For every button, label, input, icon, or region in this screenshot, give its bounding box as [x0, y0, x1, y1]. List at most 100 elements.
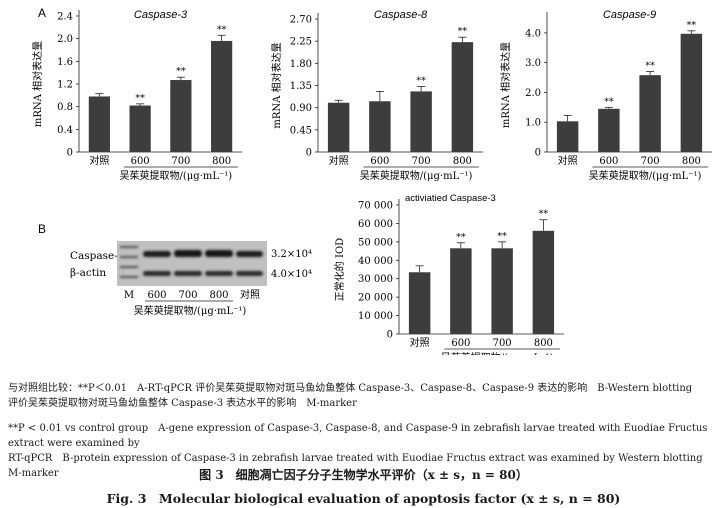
- panel-label-a: A: [38, 6, 46, 20]
- blot-membrane: [117, 241, 267, 286]
- caption-zh-line-1: 与对照组比较：**P＜0.01 A-RT-qPCR 评价吴茱萸提取物对斑马鱼幼鱼…: [8, 383, 693, 394]
- caption-zh-line-2: 评价吴茱萸提取物对斑马鱼幼鱼整体 Caspase-3 表达水平的影响 M-mar…: [8, 398, 357, 409]
- x-tick-label: 600: [131, 156, 150, 167]
- blot-band: [236, 271, 263, 276]
- figure-title-en: Fig. 3 Molecular biological evaluation o…: [106, 491, 621, 506]
- x-tick-label: 700: [171, 156, 190, 167]
- caspase-8-bar-chart: Caspase-8 0 0.45 0.90 1.35 1.80 2.25 2.70 mRNA 相…: [270, 9, 483, 182]
- blot-band: [174, 250, 202, 257]
- bar: [450, 248, 472, 334]
- y-tick-label: 0.4: [57, 125, 73, 136]
- bar: [598, 108, 620, 152]
- blot-band: [143, 271, 171, 276]
- bar: [491, 248, 513, 334]
- figure-canvas: A B Caspase-3 0 0.4 0.8 1.2 1.6 2.0 2.4 mRNA 相对表…: [31, 6, 712, 355]
- blot-band: [143, 251, 171, 257]
- x-tick-label: 800: [453, 156, 472, 167]
- caspase-3-bands: [143, 250, 263, 257]
- y-tick-label: 2.0: [525, 88, 541, 99]
- y-tick-label: 2.0: [57, 34, 73, 45]
- blot-size-beta-actin: 4.0×10⁴: [271, 269, 312, 280]
- caption-en-line-2: RT-qPCR B-protein expression of Caspase-…: [8, 453, 713, 479]
- bar: [410, 91, 432, 152]
- significance-marker: **: [456, 232, 466, 243]
- x-tick-label: 对照: [558, 154, 578, 167]
- marker-ladder: [120, 246, 138, 278]
- y-tick-label: 0: [387, 330, 393, 341]
- significance-marker: **: [604, 96, 614, 107]
- y-tick-label: 60 000: [358, 219, 393, 230]
- chart-title: Caspase-9: [603, 9, 656, 21]
- y-tick-label: 0.8: [57, 102, 73, 113]
- x-tick-label: 800: [212, 156, 231, 167]
- y-tick-label: 50 000: [358, 237, 393, 248]
- y-axis-label: mRNA 相对表达量: [499, 42, 512, 128]
- x-tick-label: 800: [534, 338, 553, 349]
- blot-lane-800: 800: [209, 290, 228, 301]
- y-tick-label: 40 000: [358, 256, 393, 267]
- blot-band: [205, 271, 233, 276]
- y-tick-label: 2.70: [290, 15, 312, 26]
- y-axis-label: mRNA 相对表达量: [270, 42, 283, 128]
- y-tick-label: 30 000: [358, 274, 393, 285]
- blot-lane-700: 700: [178, 290, 197, 301]
- blot-lane-m: M: [124, 290, 134, 301]
- x-tick-label: 600: [370, 156, 389, 167]
- blot-band: [205, 250, 233, 257]
- significance-marker: **: [539, 209, 549, 220]
- bar: [369, 101, 391, 152]
- panel-label-b: B: [38, 222, 46, 236]
- chart-title: Caspase-8: [374, 9, 428, 21]
- y-tick-label: 4.0: [525, 28, 541, 39]
- chart-title: activiatied Caspase-3: [405, 193, 496, 204]
- caption-chinese: 与对照组比较：**P＜0.01 A-RT-qPCR 评价吴茱萸提取物对斑马鱼幼鱼…: [8, 381, 720, 411]
- x-axis-label: 吴茱萸提取物/(μg·mL⁻¹): [360, 169, 473, 182]
- y-tick-label: 0: [306, 148, 312, 159]
- bar: [556, 121, 579, 152]
- blot-lane-control: 对照: [240, 288, 260, 301]
- y-tick-label: 2.4: [57, 12, 73, 23]
- caspase-3-bar-chart: Caspase-3 0 0.4 0.8 1.2 1.6 2.0 2.4 mRNA 相对表达量对照…: [31, 9, 242, 182]
- marker-band: [120, 276, 138, 278]
- blot-lane-600: 600: [147, 290, 166, 301]
- x-tick-label: 600: [599, 156, 618, 167]
- y-tick-label: 1.6: [57, 57, 73, 68]
- x-axis-label: 吴茱萸提取物/(μg·mL⁻¹): [441, 351, 554, 355]
- x-tick-label: 对照: [329, 154, 349, 167]
- y-tick-label: 1.80: [290, 59, 312, 70]
- x-tick-label: 对照: [89, 154, 109, 167]
- caption-en-line-1: **P < 0.01 vs control group A-gene expre…: [8, 423, 708, 449]
- x-tick-label: 600: [451, 338, 470, 349]
- significance-marker: **: [645, 61, 655, 72]
- significance-marker: **: [135, 93, 145, 104]
- activated-caspase-3-bar-chart: activiatied Caspase-3 0 10 000 20 000 30 000…: [333, 193, 564, 355]
- figure-title-zh: 图 3 细胞凋亡因子分子生物学水平评价（x ± s，n = 80）: [199, 468, 528, 482]
- blot-membrane-shade: [117, 241, 267, 286]
- y-tick-label: 1.0: [525, 118, 541, 129]
- y-tick-label: 1.2: [57, 80, 73, 91]
- y-tick-label: 1.35: [290, 81, 312, 92]
- x-tick-label: 700: [493, 338, 512, 349]
- western-blot-panel: Caspase-3 β-actin 3.2×10⁴ 4.0×10⁴ M 6: [70, 241, 312, 317]
- y-tick-label: 0.45: [290, 125, 312, 136]
- x-tick-label: 700: [412, 156, 431, 167]
- marker-band: [120, 256, 138, 258]
- beta-actin-bands: [143, 271, 263, 276]
- chart-title: Caspase-3: [134, 9, 188, 21]
- bar: [532, 230, 555, 334]
- y-axis-label: 正常化的 IOD: [333, 238, 346, 301]
- x-tick-label: 800: [682, 156, 701, 167]
- blot-size-caspase-3: 3.2×10⁴: [271, 249, 312, 260]
- x-axis-label: 吴茱萸提取物/(μg·mL⁻¹): [589, 169, 702, 182]
- bar: [211, 40, 233, 152]
- x-tick-label: 对照: [410, 336, 430, 349]
- x-tick-label: 700: [641, 156, 660, 167]
- bar: [639, 75, 661, 152]
- significance-marker: **: [687, 20, 697, 31]
- bar: [451, 42, 474, 152]
- blot-row-label-beta-actin: β-actin: [70, 267, 106, 279]
- significance-marker: **: [176, 66, 186, 77]
- y-tick-label: 0: [67, 148, 73, 159]
- y-tick-label: 10 000: [358, 311, 393, 322]
- blot-band: [236, 251, 263, 257]
